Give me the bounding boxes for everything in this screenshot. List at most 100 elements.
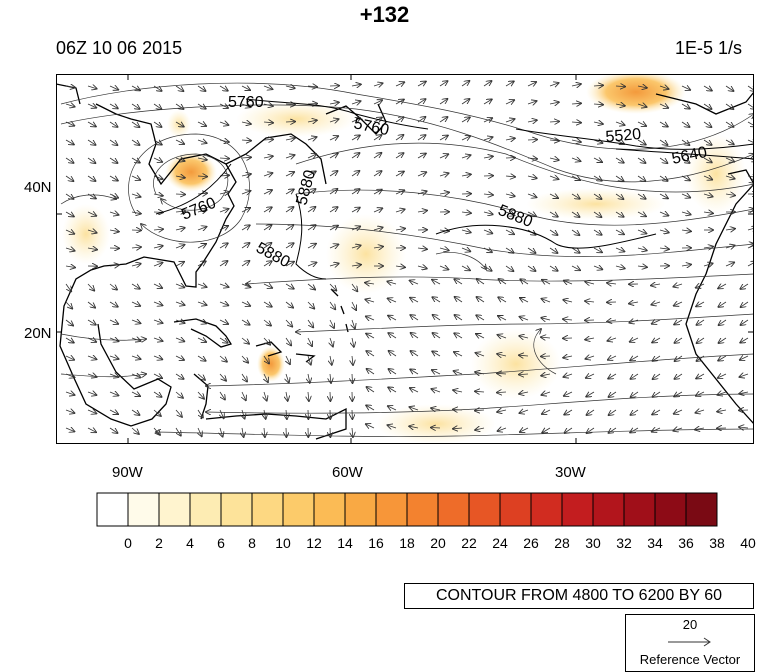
wind-vector (410, 388, 418, 392)
wind-vector (176, 245, 184, 248)
wind-vector (388, 333, 396, 338)
wind-vector (352, 338, 354, 347)
reference-vector-magnitude: 20 (626, 617, 754, 632)
wind-vector (396, 209, 405, 212)
colorbar-label: 14 (331, 535, 359, 551)
wind-vector (330, 338, 333, 347)
wind-vector (594, 176, 602, 181)
main-title: +132 (0, 2, 769, 28)
wind-vector (220, 302, 228, 305)
wind-vector (66, 302, 72, 309)
colorbar-label: 30 (579, 535, 607, 551)
wind-vector (66, 392, 75, 395)
wind-vector (629, 320, 638, 323)
wind-vector (550, 266, 558, 271)
wind-vector (431, 428, 440, 429)
wind-vector (454, 279, 462, 284)
wind-vector (607, 283, 616, 284)
wind-vector (682, 265, 691, 267)
wind-vector (433, 333, 441, 338)
wind-vector (154, 246, 163, 248)
wind-vector (630, 428, 638, 433)
wind-vector (388, 387, 396, 392)
wind-vector (66, 410, 74, 413)
wind-vector (374, 83, 383, 86)
wind-vector (198, 140, 207, 143)
wind-vector (563, 319, 572, 320)
wind-vector (132, 247, 141, 248)
wind-vector (88, 104, 96, 108)
wind-vector (726, 122, 734, 127)
wind-vector (616, 176, 624, 181)
wind-vector (110, 104, 118, 108)
wind-vector (132, 194, 141, 197)
wind-vector (220, 374, 226, 381)
wind-vector (550, 230, 558, 235)
wind-vector (498, 297, 506, 302)
colorbar-label: 6 (207, 535, 235, 551)
wind-vector (739, 392, 748, 394)
wind-vector (242, 174, 251, 176)
wind-vector (572, 158, 580, 161)
wind-vector (682, 194, 690, 198)
wind-vector (110, 230, 119, 232)
wind-vector (366, 316, 374, 320)
wind-vector (462, 212, 471, 213)
wind-vector (330, 189, 337, 194)
reference-vector-box: 20 Reference Vector (625, 614, 755, 672)
wind-vector (506, 119, 515, 122)
colorbar-swatch (314, 493, 345, 526)
wind-vector (572, 266, 580, 270)
wind-vector (154, 229, 163, 230)
wind-vector (506, 194, 515, 196)
wind-vector (673, 284, 682, 287)
wind-vector (176, 302, 185, 305)
colorbar-label: 40 (734, 535, 762, 551)
wind-vector (587, 410, 595, 415)
wind-vector (550, 102, 559, 104)
wind-vector (739, 427, 748, 428)
wind-vector (154, 356, 162, 359)
wind-vector (541, 356, 550, 357)
wind-vector (154, 338, 163, 341)
wind-vector (220, 428, 223, 437)
wind-vector (286, 320, 292, 327)
wind-vector (66, 266, 75, 268)
wind-vector (594, 266, 602, 269)
wind-vector (220, 158, 229, 159)
wind-vector (586, 392, 594, 397)
wind-vector (704, 86, 712, 91)
wind-vector (110, 284, 117, 290)
wind-vector (462, 81, 469, 86)
wind-vector (286, 284, 294, 289)
wind-vector (388, 298, 396, 302)
wind-vector (308, 320, 313, 327)
wind-vector (652, 338, 660, 343)
wind-vector (440, 117, 448, 122)
wind-vector (572, 103, 581, 104)
wind-vector (410, 281, 418, 285)
wind-vector (740, 338, 748, 343)
wind-vector (506, 138, 515, 140)
wind-vector (365, 299, 374, 302)
wind-vector (198, 302, 207, 305)
wind-vector (330, 171, 338, 176)
colorbar-label: 28 (548, 535, 576, 551)
lon-label: 30W (555, 464, 586, 481)
wind-vector (110, 212, 119, 215)
wind-vector (242, 243, 250, 248)
wind-vector (440, 248, 449, 250)
wind-vector (110, 356, 119, 359)
wind-vector (440, 136, 448, 141)
wind-vector (242, 374, 247, 382)
wind-vector (132, 264, 141, 266)
wind-vector (132, 302, 140, 306)
wind-vector (542, 410, 550, 414)
wind-vector (66, 284, 71, 291)
vorticity-map: 5760 5760 5760 5520 5640 5880 5880 5880 (56, 74, 754, 444)
wind-vector (638, 248, 647, 250)
wind-vector (154, 122, 162, 127)
wind-vector (264, 302, 272, 307)
wind-vector (660, 194, 668, 198)
wind-vector (396, 153, 404, 158)
